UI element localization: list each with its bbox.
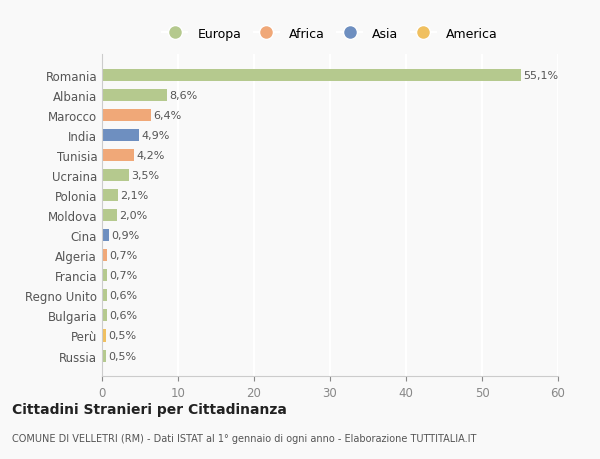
Text: 2,1%: 2,1% <box>120 191 148 201</box>
Bar <box>102 130 139 142</box>
Bar <box>102 290 107 302</box>
Text: COMUNE DI VELLETRI (RM) - Dati ISTAT al 1° gennaio di ogni anno - Elaborazione T: COMUNE DI VELLETRI (RM) - Dati ISTAT al … <box>12 433 476 442</box>
Text: 2,0%: 2,0% <box>119 211 148 221</box>
Legend: Europa, Africa, Asia, America: Europa, Africa, Asia, America <box>157 23 503 46</box>
Text: 4,9%: 4,9% <box>142 131 170 141</box>
Bar <box>102 170 128 182</box>
Text: 0,7%: 0,7% <box>110 251 138 261</box>
Bar <box>102 330 106 342</box>
Text: 3,5%: 3,5% <box>131 171 159 181</box>
Bar <box>102 190 118 202</box>
Bar <box>102 270 107 282</box>
Text: 6,4%: 6,4% <box>153 111 181 121</box>
Bar <box>102 70 521 82</box>
Text: 0,9%: 0,9% <box>111 231 139 241</box>
Text: 8,6%: 8,6% <box>170 91 198 101</box>
Text: 0,6%: 0,6% <box>109 311 137 321</box>
Bar <box>102 90 167 102</box>
Bar <box>102 350 106 362</box>
Bar <box>102 310 107 322</box>
Text: 55,1%: 55,1% <box>523 71 558 81</box>
Text: 0,6%: 0,6% <box>109 291 137 301</box>
Bar <box>102 210 117 222</box>
Bar <box>102 230 109 242</box>
Text: Cittadini Stranieri per Cittadinanza: Cittadini Stranieri per Cittadinanza <box>12 402 287 416</box>
Text: 0,5%: 0,5% <box>108 331 136 341</box>
Text: 0,5%: 0,5% <box>108 351 136 361</box>
Text: 0,7%: 0,7% <box>110 271 138 281</box>
Bar <box>102 110 151 122</box>
Text: 4,2%: 4,2% <box>136 151 164 161</box>
Bar <box>102 150 134 162</box>
Bar <box>102 250 107 262</box>
